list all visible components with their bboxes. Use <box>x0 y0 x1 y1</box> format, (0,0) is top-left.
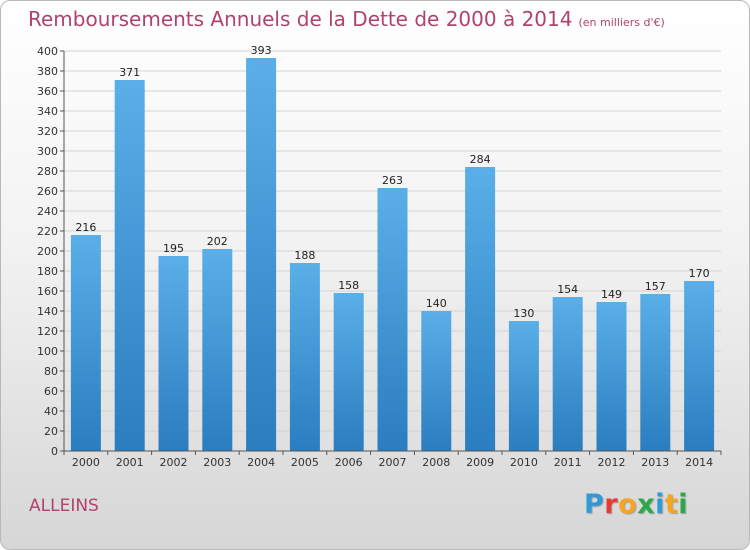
logo-letter: o <box>618 489 638 520</box>
bar <box>202 249 233 451</box>
logo-letter: i <box>655 489 665 520</box>
y-tick-label: 280 <box>37 165 58 178</box>
bars-group: 216 371 195 202 393 188 158 263 140 284 130 154 149 1… <box>70 44 715 451</box>
x-tick-label: 2011 <box>554 456 582 469</box>
y-tick-label: 240 <box>37 205 58 218</box>
bar <box>552 297 583 451</box>
y-tick-label: 140 <box>37 305 58 318</box>
x-tick-label: 2014 <box>685 456 713 469</box>
x-tick-label: 2009 <box>466 456 494 469</box>
chart-unit-text: (en milliers d'€) <box>578 16 665 29</box>
y-tick-label: 60 <box>44 385 58 398</box>
y-tick-label: 400 <box>37 45 58 58</box>
bar <box>158 256 189 451</box>
bar <box>333 293 364 451</box>
data-label: 154 <box>557 283 578 296</box>
y-tick-label: 220 <box>37 225 58 238</box>
axes-group: 0 20 40 60 80 100 120 140 160 180 200 220 240 260 280 3… <box>37 45 722 469</box>
y-tick-label: 260 <box>37 185 58 198</box>
data-label: 149 <box>601 288 622 301</box>
x-tick-label: 2005 <box>291 456 319 469</box>
x-tick-label: 2007 <box>379 456 407 469</box>
commune-name: ALLEINS <box>29 496 99 516</box>
logo-letter: P <box>584 489 605 520</box>
y-tick-label: 120 <box>37 325 58 338</box>
y-tick-label: 340 <box>37 105 58 118</box>
x-tick-label: 2004 <box>247 456 275 469</box>
bar <box>640 294 671 451</box>
y-tick-label: 200 <box>37 245 58 258</box>
chart-title-text: Remboursements Annuels de la Dette de 20… <box>28 7 573 31</box>
data-label: 202 <box>207 235 228 248</box>
y-tick-label: 180 <box>37 265 58 278</box>
x-tick-label: 2003 <box>203 456 231 469</box>
x-tick-label: 2006 <box>335 456 363 469</box>
y-tick-label: 380 <box>37 65 58 78</box>
x-tick-label: 2001 <box>116 456 144 469</box>
y-tick-label: 100 <box>37 345 58 358</box>
y-tick-label: 40 <box>44 405 58 418</box>
bar <box>684 281 715 451</box>
bar <box>246 58 277 451</box>
logo-letter: t <box>664 489 679 520</box>
bar <box>70 235 101 451</box>
bar <box>114 80 145 451</box>
data-label: 371 <box>119 66 140 79</box>
data-label: 157 <box>645 280 666 293</box>
data-label: 263 <box>382 174 403 187</box>
proxiti-logo: Proxiti <box>584 489 688 520</box>
x-tick-label: 2013 <box>641 456 669 469</box>
y-tick-label: 0 <box>51 445 58 458</box>
x-tick-label: 2010 <box>510 456 538 469</box>
bar <box>289 263 320 451</box>
y-tick-label: 320 <box>37 125 58 138</box>
data-label: 158 <box>338 279 359 292</box>
data-label: 140 <box>426 297 447 310</box>
data-label: 393 <box>251 44 272 57</box>
data-label: 188 <box>294 249 315 262</box>
bar <box>377 188 408 451</box>
logo-letter: x <box>637 489 656 520</box>
y-tick-label: 20 <box>44 425 58 438</box>
x-tick-label: 2008 <box>422 456 450 469</box>
data-label: 216 <box>75 221 96 234</box>
y-tick-label: 160 <box>37 285 58 298</box>
chart-title: Remboursements Annuels de la Dette de 20… <box>28 7 665 31</box>
logo-letter: i <box>678 489 689 520</box>
bar <box>465 167 496 451</box>
data-label: 195 <box>163 242 184 255</box>
x-tick-label: 2002 <box>160 456 188 469</box>
bar <box>421 311 452 451</box>
x-tick-label: 2012 <box>598 456 626 469</box>
data-label: 130 <box>513 307 534 320</box>
logo-letter: r <box>604 489 619 520</box>
bar <box>508 321 539 451</box>
data-label: 284 <box>470 153 491 166</box>
x-tick-label: 2000 <box>72 456 100 469</box>
y-tick-label: 80 <box>44 365 58 378</box>
bar <box>596 302 627 451</box>
data-label: 170 <box>689 267 710 280</box>
y-tick-label: 300 <box>37 145 58 158</box>
y-tick-label: 360 <box>37 85 58 98</box>
